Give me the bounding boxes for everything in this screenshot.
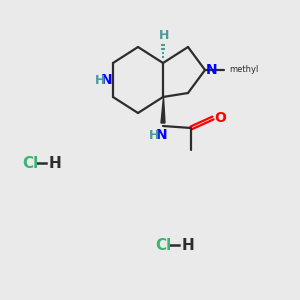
Text: H: H: [182, 238, 195, 253]
Text: Cl: Cl: [22, 155, 38, 170]
Text: N: N: [206, 63, 218, 77]
Text: H: H: [94, 74, 105, 88]
Text: methyl: methyl: [229, 65, 258, 74]
Text: O: O: [214, 111, 226, 125]
Text: H: H: [159, 29, 169, 42]
Text: H: H: [149, 129, 159, 142]
Text: H: H: [49, 155, 62, 170]
Text: N: N: [100, 73, 112, 87]
Polygon shape: [161, 97, 165, 123]
Text: Cl: Cl: [155, 238, 171, 253]
Text: N: N: [156, 128, 168, 142]
